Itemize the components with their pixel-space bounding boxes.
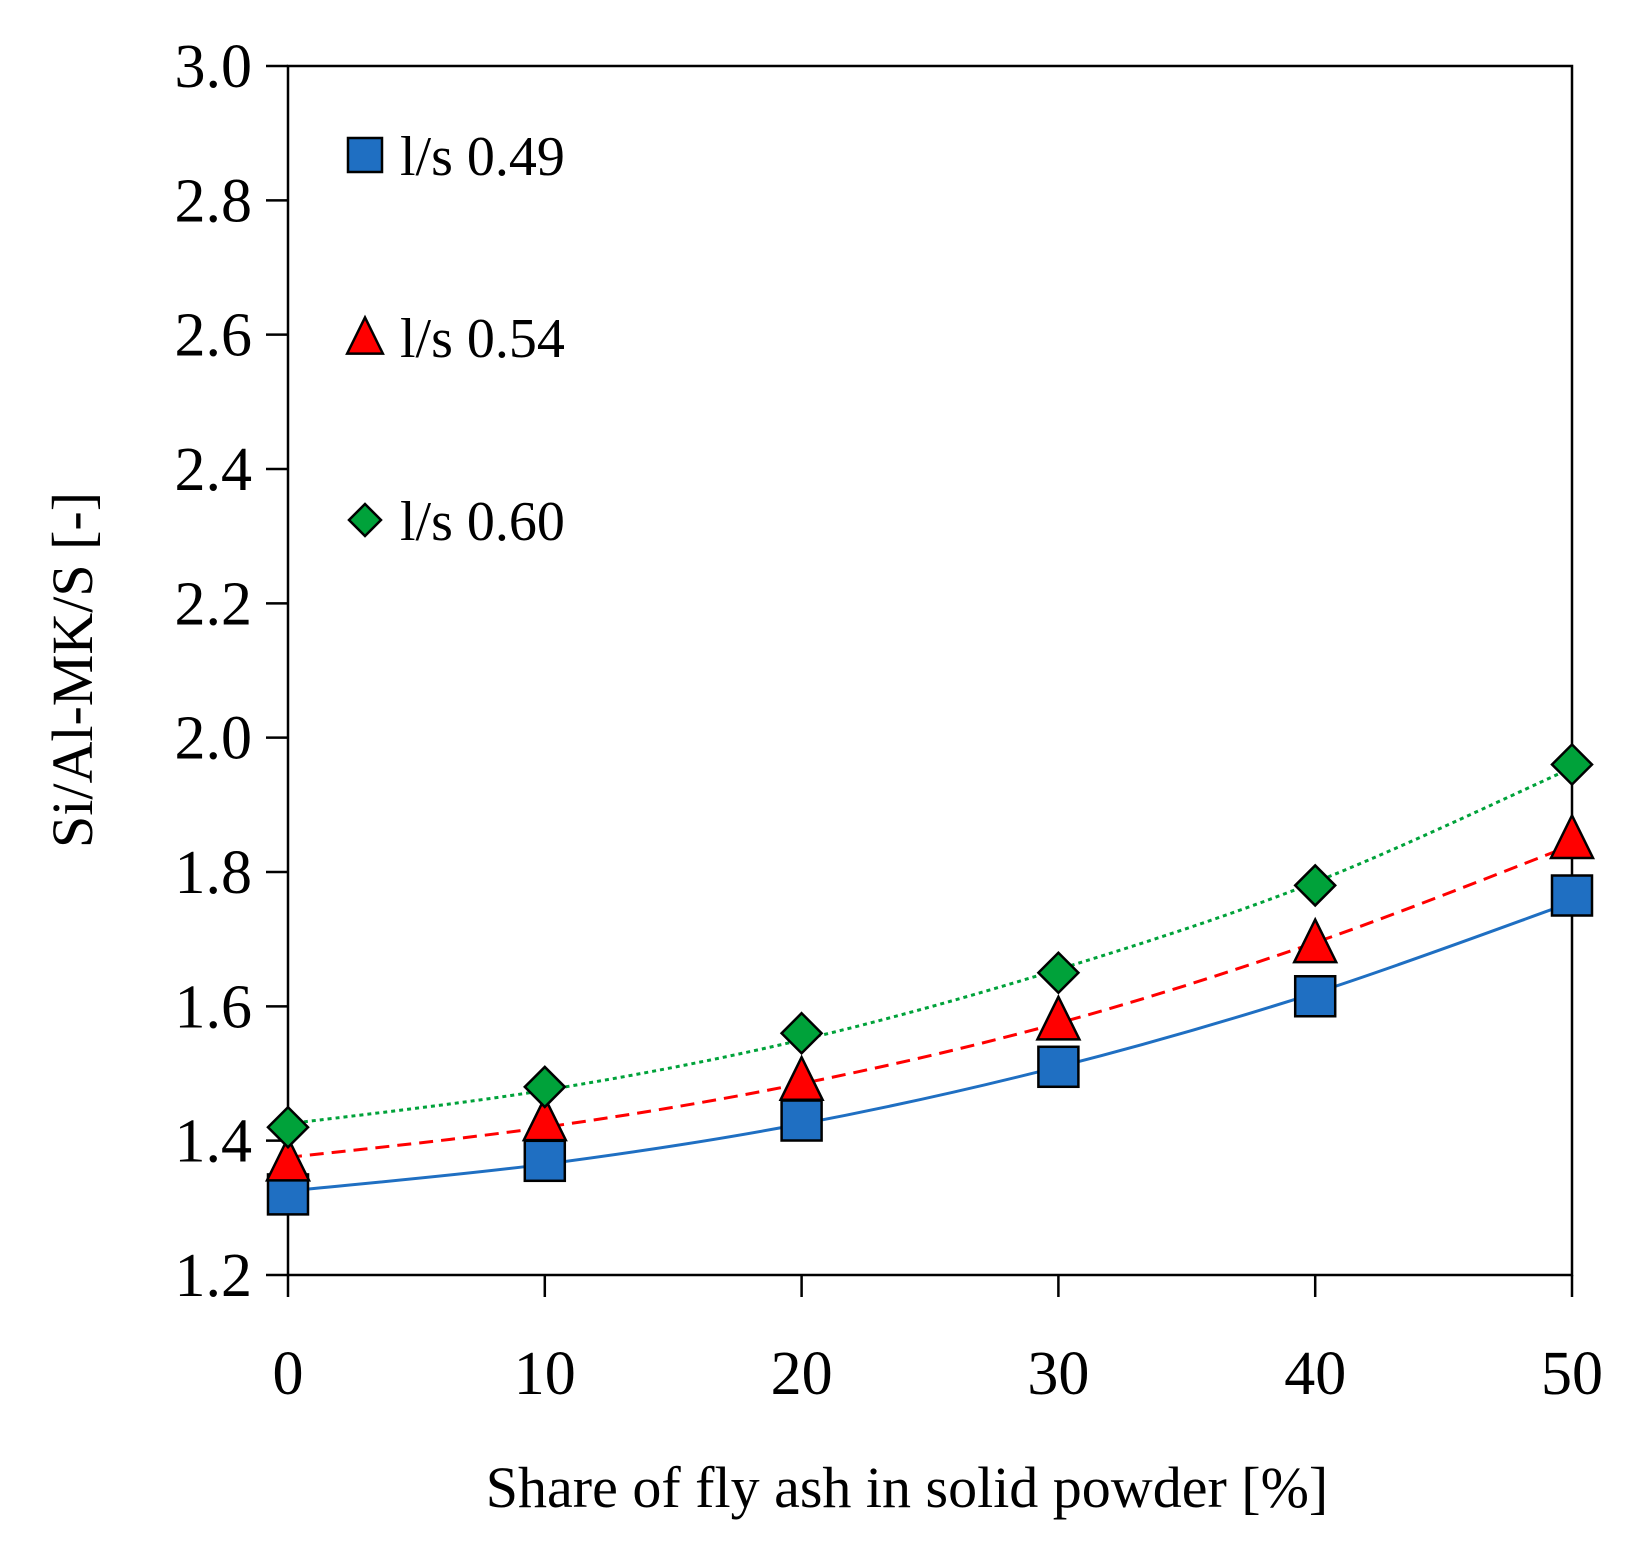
data-point-square bbox=[523, 1139, 567, 1183]
legend-label: l/s 0.54 bbox=[400, 308, 565, 370]
plot-border bbox=[286, 64, 1574, 1277]
data-point-square bbox=[1550, 874, 1594, 917]
y-tick-label: 2.6 bbox=[175, 302, 253, 370]
data-point-diamond bbox=[266, 1105, 310, 1150]
x-tick-label: 40 bbox=[1284, 1340, 1346, 1408]
legend-marker-triangle bbox=[345, 314, 385, 355]
data-point-square bbox=[1293, 975, 1337, 1018]
data-point-diamond bbox=[523, 1065, 567, 1109]
data-point-square bbox=[1037, 1045, 1080, 1089]
y-axis: 1.2 1.4 1.6 1.8 2.0 2.2 2.4 2.6 2.8 3.0 bbox=[175, 33, 288, 1310]
y-tick-label: 1.6 bbox=[175, 973, 253, 1041]
data-point-square bbox=[780, 1099, 823, 1142]
y-tick-label: 1.8 bbox=[175, 839, 253, 907]
x-axis: 0 10 20 30 40 50 bbox=[273, 1275, 1603, 1408]
x-tick-label: 10 bbox=[514, 1340, 576, 1408]
data-point-triangle bbox=[1292, 916, 1339, 964]
y-tick-label: 3.0 bbox=[175, 33, 253, 101]
data-point-triangle bbox=[1548, 812, 1596, 860]
y-tick-label: 1.2 bbox=[175, 1242, 253, 1310]
plot-area bbox=[286, 64, 1574, 1277]
data-point-triangle bbox=[264, 1134, 312, 1182]
x-tick-label: 50 bbox=[1541, 1340, 1603, 1408]
trendlines bbox=[287, 766, 1573, 1193]
data-point-triangle bbox=[521, 1094, 568, 1142]
x-tick-label: 30 bbox=[1027, 1340, 1089, 1408]
legend-marker-square bbox=[346, 136, 384, 174]
legend-marker-diamond bbox=[347, 502, 383, 538]
data-point-diamond bbox=[1036, 950, 1081, 995]
trendline-l-s-0-54 bbox=[287, 843, 1573, 1159]
trendline-l-s-0-49 bbox=[287, 900, 1573, 1193]
data-point-triangle bbox=[778, 1054, 825, 1102]
x-axis-label: Share of fly ash in solid powder [%] bbox=[486, 1455, 1328, 1520]
trendline-l-s-0-60 bbox=[287, 766, 1573, 1126]
data-point-diamond bbox=[1550, 742, 1594, 787]
x-tick-label: 0 bbox=[273, 1340, 304, 1408]
y-tick-label: 2.0 bbox=[175, 705, 253, 773]
data-point-triangle bbox=[1035, 993, 1082, 1041]
y-tick-label: 2.8 bbox=[175, 167, 253, 235]
y-tick-label: 2.2 bbox=[175, 570, 253, 638]
y-axis-label: Si/Al-MK/S [-] bbox=[40, 492, 105, 848]
data-point-diamond bbox=[1293, 863, 1337, 908]
y-tick-label: 1.4 bbox=[175, 1108, 253, 1176]
legend-label: l/s 0.49 bbox=[400, 126, 565, 188]
legend-label: l/s 0.60 bbox=[400, 491, 565, 553]
x-tick-label: 20 bbox=[771, 1340, 833, 1408]
legend: l/s 0.49 l/s 0.54 l/s 0.60 bbox=[345, 126, 565, 553]
y-tick-label: 2.4 bbox=[175, 436, 253, 504]
data-markers bbox=[264, 742, 1596, 1216]
data-point-diamond bbox=[779, 1011, 824, 1055]
